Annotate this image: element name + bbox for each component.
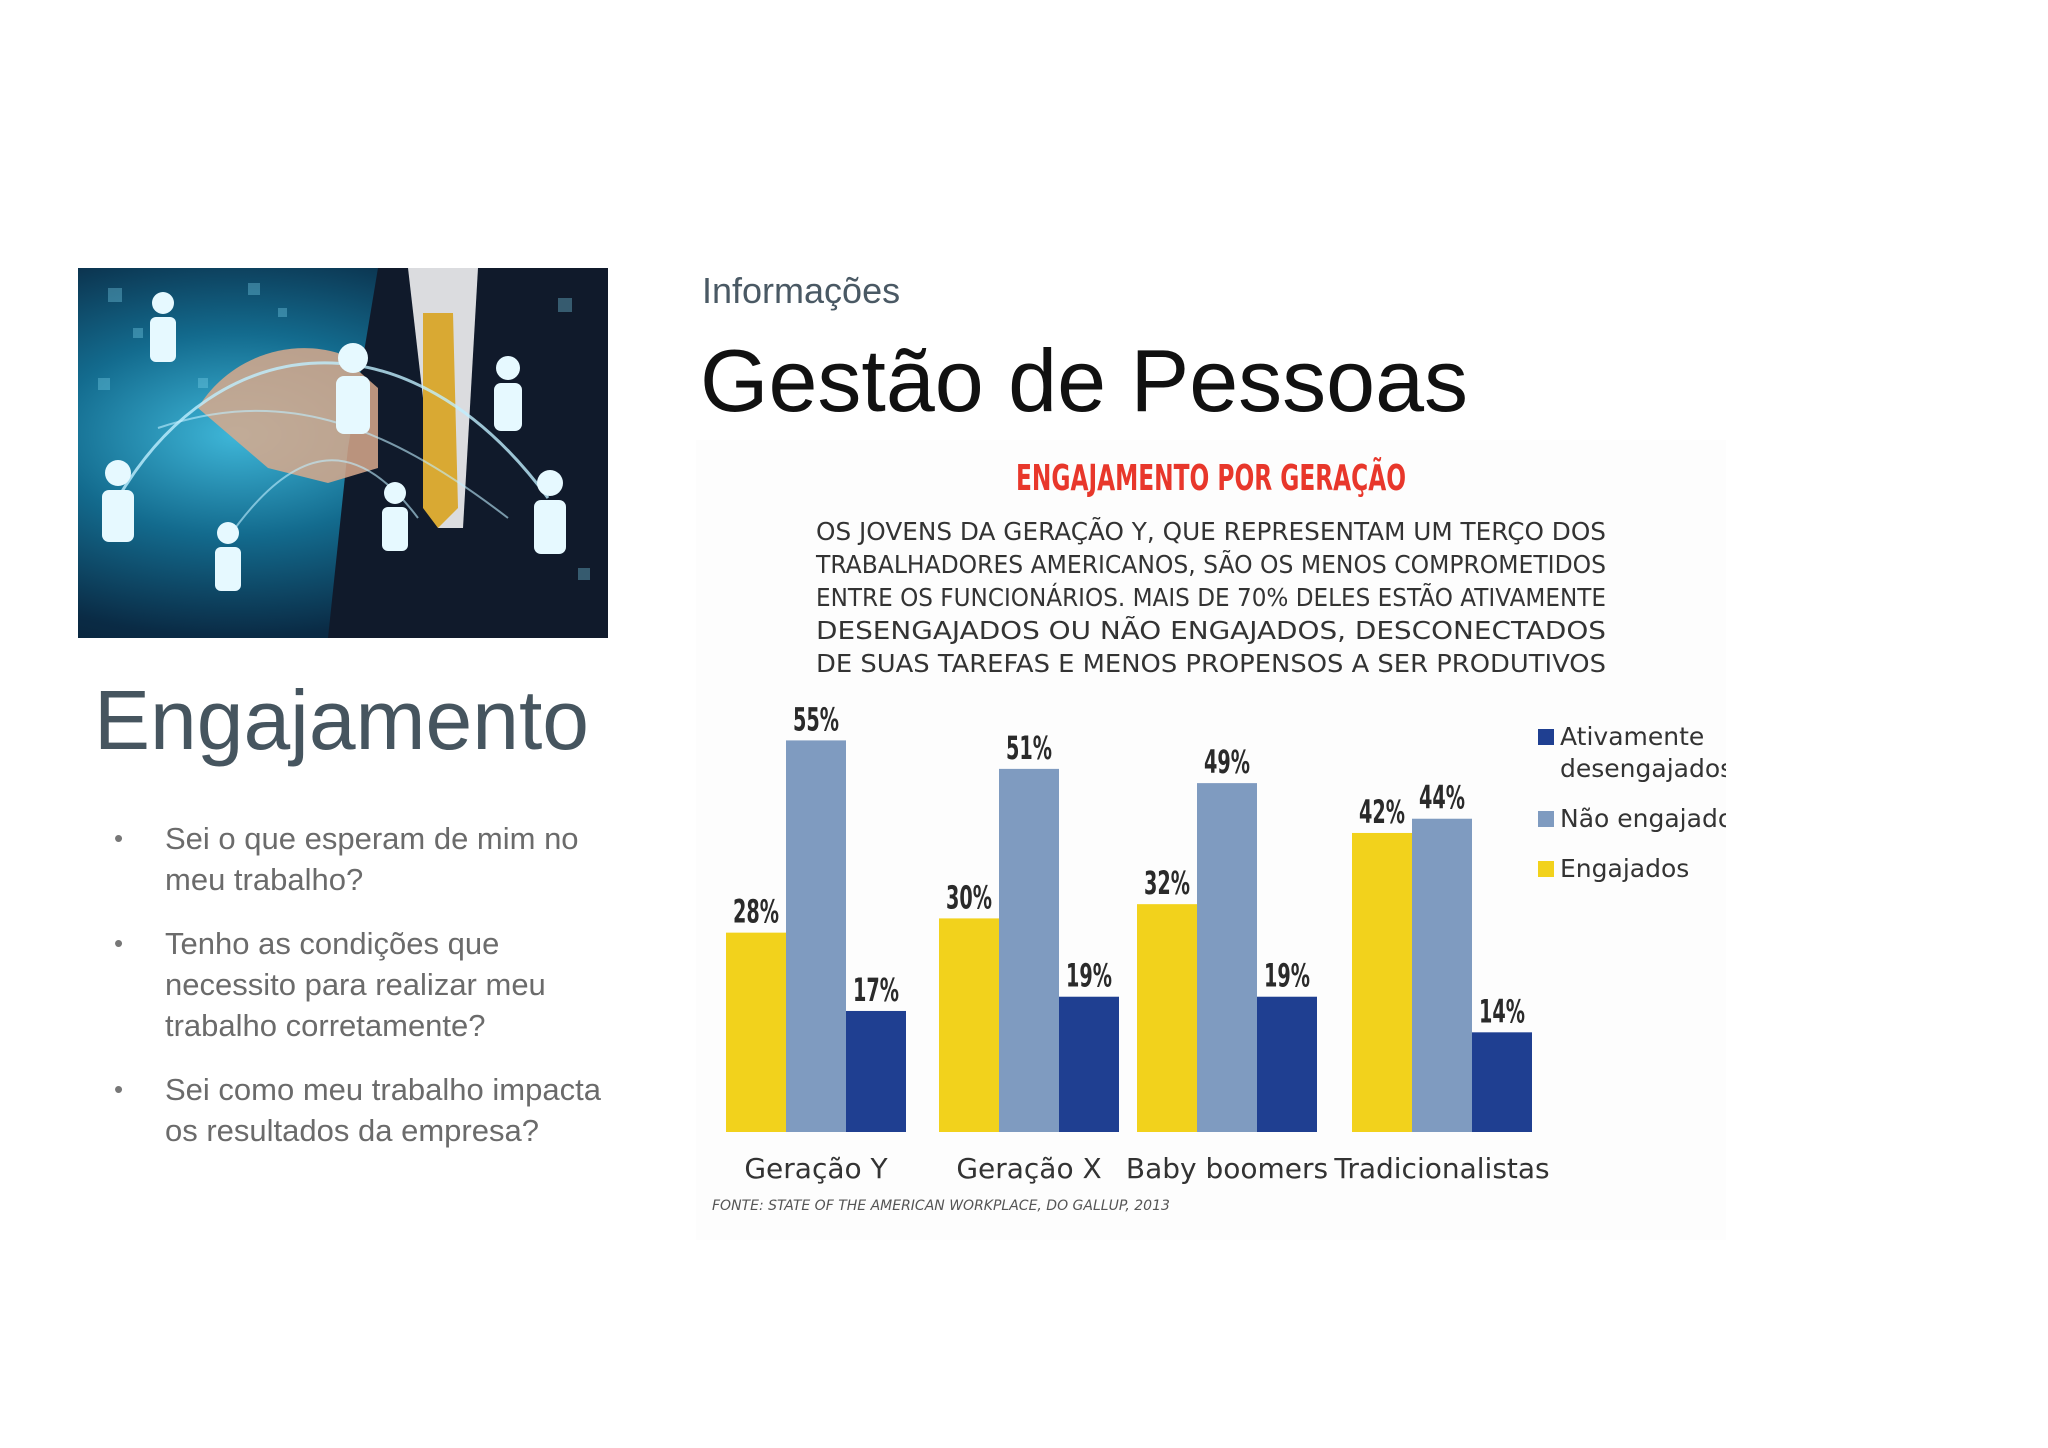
chart-subtitle-line: DE SUAS TAREFAS E MENOS PROPENSOS A SER …	[816, 649, 1606, 678]
bullet-list: • Sei o que esperam de mim no meu trabalh…	[110, 818, 610, 1174]
bullet-item: • Sei o que esperam de mim no meu trabalh…	[110, 818, 610, 900]
bar	[1412, 818, 1472, 1132]
bar	[999, 768, 1059, 1132]
bar	[846, 1010, 906, 1132]
chart-subtitle-line: ENTRE OS FUNCIONÁRIOS. MAIS DE 70% DELES…	[816, 582, 1606, 612]
bar	[786, 740, 846, 1132]
bar-data-label: 19%	[1066, 957, 1112, 995]
bar-data-label: 19%	[1264, 957, 1310, 995]
bullet-item: • Sei como meu trabalho impacta os result…	[110, 1069, 610, 1151]
network-illustration	[98, 268, 608, 638]
bar-data-label: 14%	[1479, 992, 1525, 1030]
chart-source: FONTE: STATE OF THE AMERICAN WORKPLACE, …	[712, 1198, 1170, 1214]
bullet-dot-icon: •	[114, 1074, 124, 1104]
legend-label: desengajados	[1560, 754, 1726, 783]
x-tick-label: Baby boomers	[1126, 1152, 1328, 1185]
slide-heading: Engajamento	[94, 673, 590, 767]
x-tick-label: Geração X	[956, 1152, 1101, 1185]
bar	[1472, 1032, 1532, 1132]
bar	[939, 918, 999, 1132]
legend-label: Não engajados	[1560, 804, 1726, 833]
chart-subtitle-line: DESENGAJADOS OU NÃO ENGAJADOS, DESCONECT…	[816, 615, 1606, 645]
legend-swatch	[1538, 811, 1554, 827]
bullet-text: Tenho as condições que necessito para re…	[165, 926, 546, 1043]
engagement-chart: ENGAJAMENTO POR GERAÇÃO OS JOVENS DA GERA…	[712, 457, 1726, 1214]
bullet-text: Sei o que esperam de mim no meu trabalho…	[165, 821, 579, 897]
legend-swatch	[1538, 729, 1554, 745]
bullet-item: • Tenho as condições que necessito para r…	[110, 923, 610, 1046]
bar-data-label: 28%	[733, 893, 779, 931]
bar-data-label: 32%	[1144, 864, 1190, 902]
chart-subtitle-line: TRABALHADORES AMERICANOS, SÃO OS MENOS C…	[815, 549, 1606, 579]
chart-subtitle-line: OS JOVENS DA GERAÇÃO Y, QUE REPRESENTAM …	[816, 516, 1606, 546]
bar-data-label: 51%	[1006, 729, 1052, 767]
bar	[726, 932, 786, 1132]
x-tick-label: Geração Y	[744, 1152, 888, 1185]
business-network-photo	[78, 268, 608, 638]
bar-data-label: 49%	[1204, 743, 1250, 781]
bar	[1257, 996, 1317, 1132]
bar-data-label: 17%	[853, 971, 899, 1009]
bar-data-label: 30%	[946, 878, 992, 916]
legend-label: Engajados	[1560, 854, 1689, 883]
bar	[1352, 832, 1412, 1132]
bar	[1137, 904, 1197, 1132]
slide-title: Gestão de Pessoas	[700, 331, 1469, 430]
bullet-dot-icon: •	[114, 928, 124, 958]
bar	[1059, 996, 1119, 1132]
x-tick-label: Tradicionalistas	[1333, 1152, 1549, 1185]
bar-data-label: 44%	[1419, 779, 1465, 817]
bar	[1197, 783, 1257, 1132]
bar-data-label: 42%	[1359, 793, 1405, 831]
legend-swatch	[1538, 861, 1554, 877]
chart-title: ENGAJAMENTO POR GERAÇÃO	[1016, 457, 1406, 499]
section-label: Informações	[702, 270, 901, 311]
bar-data-label: 55%	[793, 700, 839, 738]
bullet-text: Sei como meu trabalho impacta os resulta…	[165, 1072, 601, 1148]
legend-label: Ativamente	[1560, 722, 1704, 751]
bullet-dot-icon: •	[114, 823, 124, 853]
